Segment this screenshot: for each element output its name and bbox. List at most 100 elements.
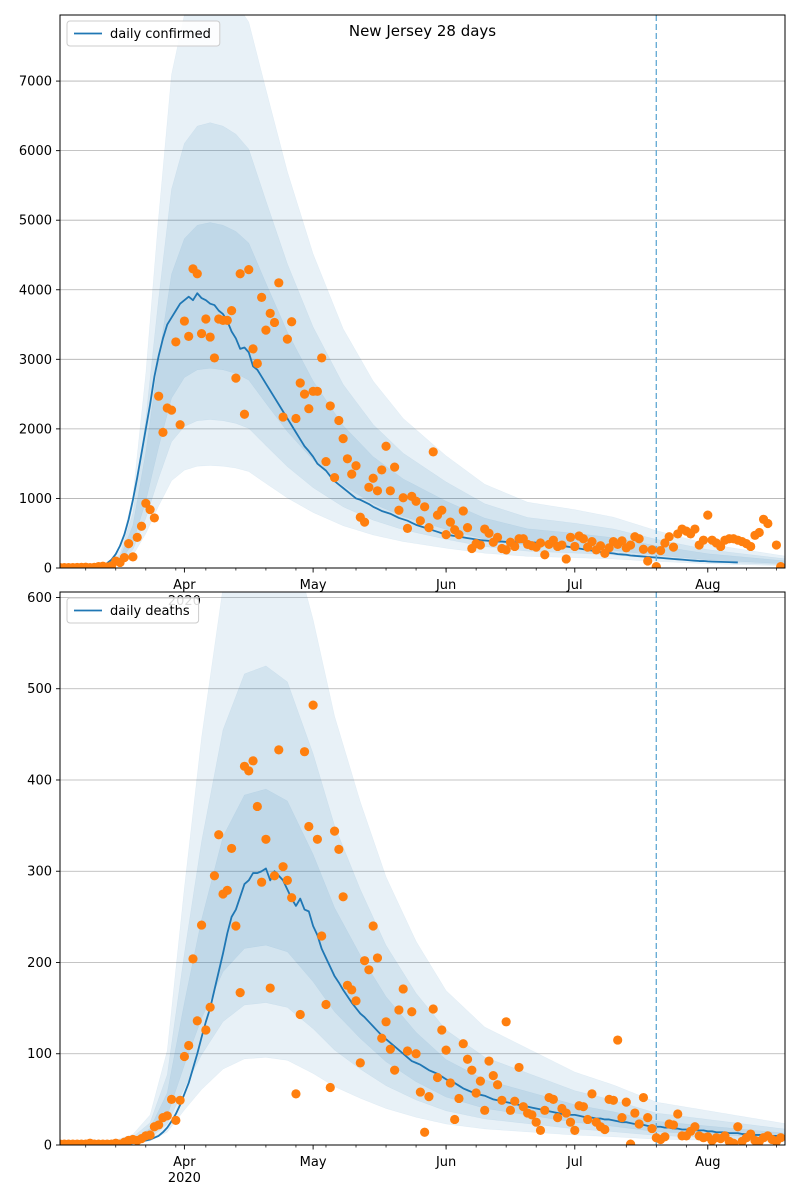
observed-point <box>471 1088 481 1098</box>
y-tick-label: 3000 <box>19 353 52 368</box>
observed-point <box>424 1092 434 1102</box>
y-tick-label: 7000 <box>19 75 52 90</box>
observed-point <box>617 1113 627 1123</box>
observed-point <box>166 405 177 415</box>
observed-point <box>454 530 464 540</box>
observed-point <box>647 545 657 555</box>
y-tick-label: 300 <box>27 865 52 880</box>
observed-point <box>561 554 571 564</box>
observed-point <box>600 1124 610 1135</box>
observed-point <box>407 1007 417 1017</box>
observed-point <box>420 1127 430 1137</box>
legend-box <box>66 20 221 47</box>
observed-point <box>317 353 327 363</box>
legend-entry-label: daily deaths <box>110 604 190 619</box>
credible-band-50pct <box>60 222 785 568</box>
x-tick-label: Jul <box>566 1155 583 1170</box>
observed-point <box>484 528 494 538</box>
observed-point <box>394 1005 404 1015</box>
observed-point <box>390 1065 400 1075</box>
x-tick-label: May <box>300 1155 327 1170</box>
observed-point <box>244 264 254 275</box>
observed-point <box>540 550 550 560</box>
observed-point <box>467 1065 477 1075</box>
observed-point <box>428 1004 438 1014</box>
observed-point <box>776 562 785 568</box>
observed-point <box>664 532 674 542</box>
observed-point <box>334 415 344 426</box>
observed-point <box>595 541 606 551</box>
credible-band-95pct <box>60 15 785 568</box>
observed-point <box>308 700 318 710</box>
observed-point <box>673 1109 683 1119</box>
observed-point <box>381 1017 391 1027</box>
observed-point <box>175 420 185 430</box>
y-tick-label: 4000 <box>19 283 52 298</box>
observed-point <box>454 1093 464 1104</box>
observed-point <box>347 469 357 479</box>
observed-point <box>462 1054 473 1064</box>
observed-point <box>274 278 284 288</box>
observed-point <box>222 885 232 896</box>
observed-point <box>510 1096 520 1106</box>
observed-point <box>385 486 395 496</box>
observed-point <box>201 314 211 324</box>
observed-point <box>329 472 340 483</box>
credible-band-50pct <box>60 788 785 1145</box>
observed-point <box>578 534 588 544</box>
observed-point <box>746 541 756 552</box>
y-tick-label: 600 <box>27 591 52 606</box>
observed-point <box>372 953 383 963</box>
observed-point <box>458 506 468 516</box>
observed-point <box>634 534 644 544</box>
observed-point <box>227 843 237 854</box>
observed-point <box>621 1097 631 1107</box>
y-tick-label: 0 <box>44 1139 52 1154</box>
y-tick-label: 0 <box>44 562 52 577</box>
credible-band-80pct <box>60 122 785 568</box>
observed-point <box>660 1132 670 1142</box>
observed-point <box>278 862 288 872</box>
observed-point <box>668 542 679 552</box>
observed-point <box>196 328 207 339</box>
observed-point <box>175 1095 185 1105</box>
observed-point <box>565 532 576 542</box>
observed-point <box>295 378 305 388</box>
legend-box <box>66 597 200 624</box>
observed-point <box>257 292 267 303</box>
observed-point <box>321 999 331 1010</box>
observed-point <box>385 1044 395 1054</box>
observed-point <box>531 1117 541 1127</box>
observed-point <box>188 954 198 964</box>
legend-entry-label: daily confirmed <box>110 27 211 42</box>
x-tick-label: Aug <box>695 1155 720 1170</box>
observed-point <box>424 523 434 533</box>
observed-point <box>690 524 700 534</box>
observed-point <box>227 306 237 316</box>
observed-point <box>613 1035 623 1045</box>
observed-point <box>557 540 567 550</box>
observed-point <box>390 462 400 472</box>
observed-point <box>201 1025 211 1035</box>
observed-point <box>394 505 404 515</box>
observed-point <box>145 504 155 515</box>
x-tick-label: May <box>300 578 327 593</box>
observed-point <box>368 473 378 483</box>
observed-point <box>484 1056 494 1066</box>
observed-point <box>510 541 520 552</box>
y-tick-label: 2000 <box>19 422 52 437</box>
observed-point <box>291 413 301 424</box>
observed-point <box>415 1087 425 1097</box>
observed-point <box>269 871 280 881</box>
y-tick-label: 200 <box>27 956 52 971</box>
observed-point <box>501 545 511 555</box>
observed-point <box>548 1094 558 1104</box>
observed-point <box>231 373 241 383</box>
observed-point <box>128 552 138 562</box>
y-tick-label: 5000 <box>19 214 52 229</box>
observed-point <box>282 875 292 885</box>
observed-point <box>475 540 486 550</box>
observed-point <box>411 496 421 506</box>
observed-point <box>171 337 181 347</box>
observed-point <box>638 1092 649 1103</box>
